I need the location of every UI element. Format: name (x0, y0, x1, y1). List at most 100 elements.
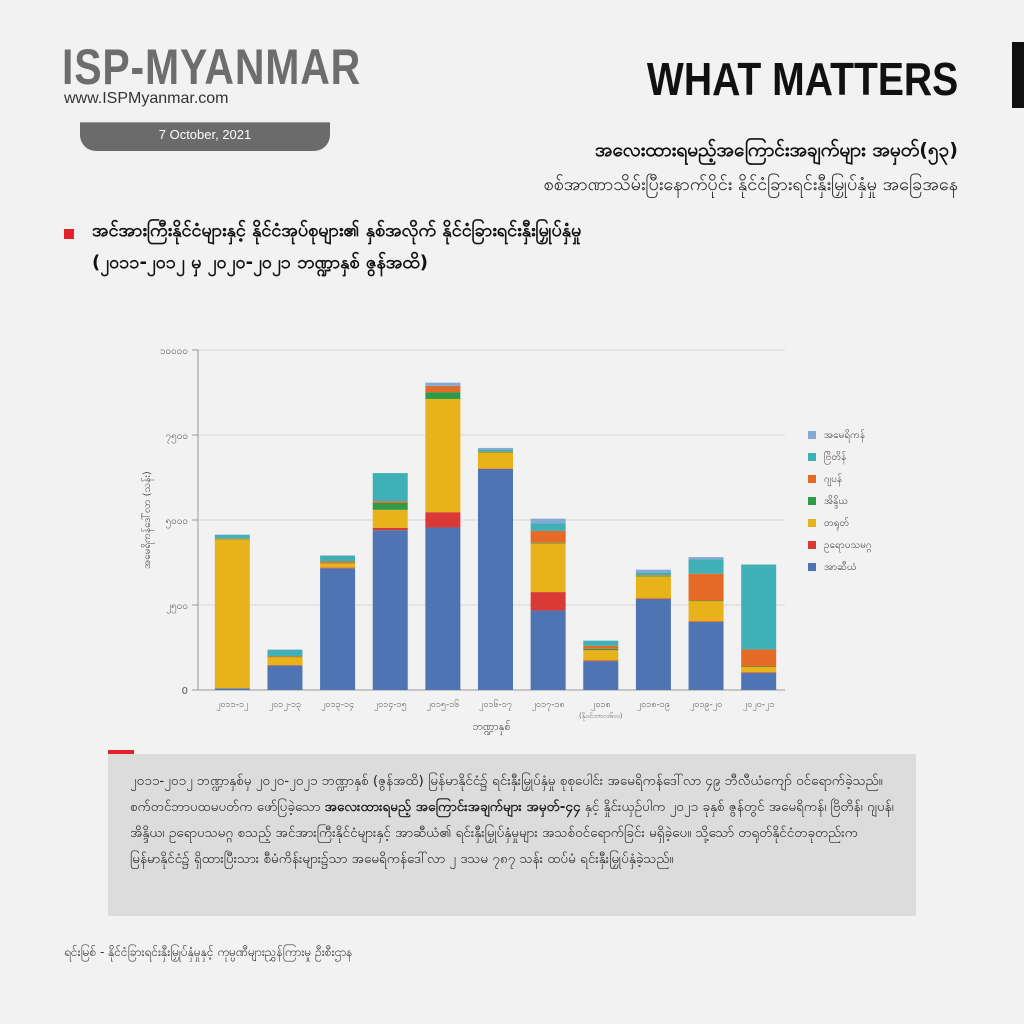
bar-segment (425, 527, 460, 690)
legend-label: ဂျပန် (824, 472, 842, 487)
bar-segment (215, 535, 250, 538)
bar-segment (531, 519, 566, 524)
legend-item: ဥရောပသမဂ္ဂ (808, 534, 872, 556)
bar-segment (320, 568, 355, 690)
bar-segment (741, 650, 776, 667)
y-tick-label: ၅၀၀၀ (166, 516, 189, 529)
y-axis-label: အမေရိကန်ဒေါ်လာ (သန်း) (140, 471, 155, 569)
bar-segment (478, 450, 513, 452)
legend-label: ဥရောပသမဂ္ဂ (824, 538, 872, 553)
legend-swatch (808, 431, 816, 439)
bar-segment (741, 667, 776, 672)
x-tick-label: ၂၀၁၈-၁၉ (637, 700, 670, 711)
legend-swatch (808, 475, 816, 483)
bar-segment (531, 610, 566, 690)
bar-segment (267, 650, 302, 651)
bar-segment (689, 574, 724, 601)
legend-item: တရုတ် (808, 512, 872, 534)
bar-segment (425, 386, 460, 387)
bar-segment (583, 660, 618, 661)
legend-swatch (808, 497, 816, 505)
bar-segment (267, 656, 302, 657)
bar-segment (267, 650, 302, 656)
x-tick-label: ၂၀၁၇-၁၈ (532, 700, 565, 711)
legend-swatch (808, 453, 816, 461)
bar-segment (478, 448, 513, 450)
bar-segment (267, 666, 302, 690)
bar-segment (267, 657, 302, 665)
bar-segment (531, 523, 566, 530)
x-tick-label: ၂၀၁၆-၁၇ (479, 699, 512, 711)
x-tick-label: ၂၀၁၉-၂၀ (690, 700, 722, 711)
bar-segment (267, 657, 302, 658)
bar-segment (373, 528, 408, 530)
bar-segment (636, 599, 671, 690)
bar-segment (478, 469, 513, 690)
bar-segment (531, 592, 566, 610)
bar-segment (373, 510, 408, 528)
legend-label: တရုတ် (824, 516, 849, 531)
legend-label: အမေရိကန် (824, 428, 865, 443)
legend-item: အာဆီယံ (808, 556, 872, 578)
bar-segment (583, 649, 618, 650)
x-tick-label: ၂၀၁၂-၁၃ (269, 700, 301, 711)
bar-segment (425, 383, 460, 386)
legend-item: ဂျပန် (808, 468, 872, 490)
legend-item: အမေရိကန် (808, 424, 872, 446)
bar-segment (478, 452, 513, 468)
bar-segment (320, 555, 355, 556)
bar-segment (425, 512, 460, 527)
bar-segment (636, 576, 671, 598)
x-tick-label: ၂၀၁၈ (591, 700, 611, 711)
x-tick-label: ၂၀၁၅-၁၆ (426, 699, 459, 711)
x-tick-label: ၂၀၁၃-၁၄ (321, 700, 354, 711)
bar-segment (320, 563, 355, 564)
bar-segment (373, 503, 408, 510)
bar-segment (373, 501, 408, 503)
bar-segment (531, 531, 566, 543)
bar-segment (320, 556, 355, 562)
legend-swatch (808, 563, 816, 571)
bar-segment (425, 399, 460, 512)
bar-segment (741, 673, 776, 690)
bar-segment (373, 530, 408, 690)
bar-segment (373, 473, 408, 501)
bar-segment (215, 538, 250, 539)
bar-segment (478, 469, 513, 470)
x-tick-label: ၂၀၁၁-၁၂ (216, 700, 248, 711)
bar-segment (741, 672, 776, 673)
bar-segment (636, 576, 671, 577)
bar-segment (583, 650, 618, 660)
bar-segment (689, 559, 724, 573)
legend-swatch (808, 541, 816, 549)
bar-segment (425, 386, 460, 392)
bar-segment (741, 565, 776, 650)
bar-segment (531, 543, 566, 592)
bar-segment (583, 661, 618, 690)
x-axis-label: ဘဏ္ဍာနှစ် (472, 720, 510, 735)
legend-item: အိန္ဒိယ (808, 490, 872, 512)
legend-swatch (808, 519, 816, 527)
bar-segment (689, 601, 724, 621)
bar-segment (215, 539, 250, 688)
bar-segment (636, 572, 671, 575)
bar-segment (689, 557, 724, 559)
bar-segment (215, 688, 250, 690)
y-tick-label: ၂၅၀၀ (166, 601, 188, 614)
bar-segment (478, 452, 513, 453)
summary-note: ၂၀၁၁-၂၀၁၂ ဘဏ္ဍာနှစ်မှ ၂၀၂၀-၂၀၂၁ ဘဏ္ဍာနှစ… (108, 754, 916, 916)
y-tick-label: ၇၅၀၀ (166, 431, 189, 444)
legend-item: ဗြိတိန် (808, 446, 872, 468)
bar-segment (267, 665, 302, 666)
bar-segment (689, 621, 724, 622)
bar-segment (689, 622, 724, 690)
note-text-bold: အလေးထားရမည့် အကြောင်းအချက်များ အမှတ်-၄၄ (325, 799, 581, 815)
bar-segment (689, 601, 724, 602)
bar-segment (320, 563, 355, 567)
bar-segment (636, 570, 671, 573)
bar-segment (320, 561, 355, 562)
legend-label: အိန္ဒိယ (824, 494, 848, 509)
legend-label: ဗြိတိန် (824, 450, 846, 465)
y-tick-label: ၁၀၀၀၀ (160, 346, 188, 357)
bar-segment (320, 568, 355, 569)
